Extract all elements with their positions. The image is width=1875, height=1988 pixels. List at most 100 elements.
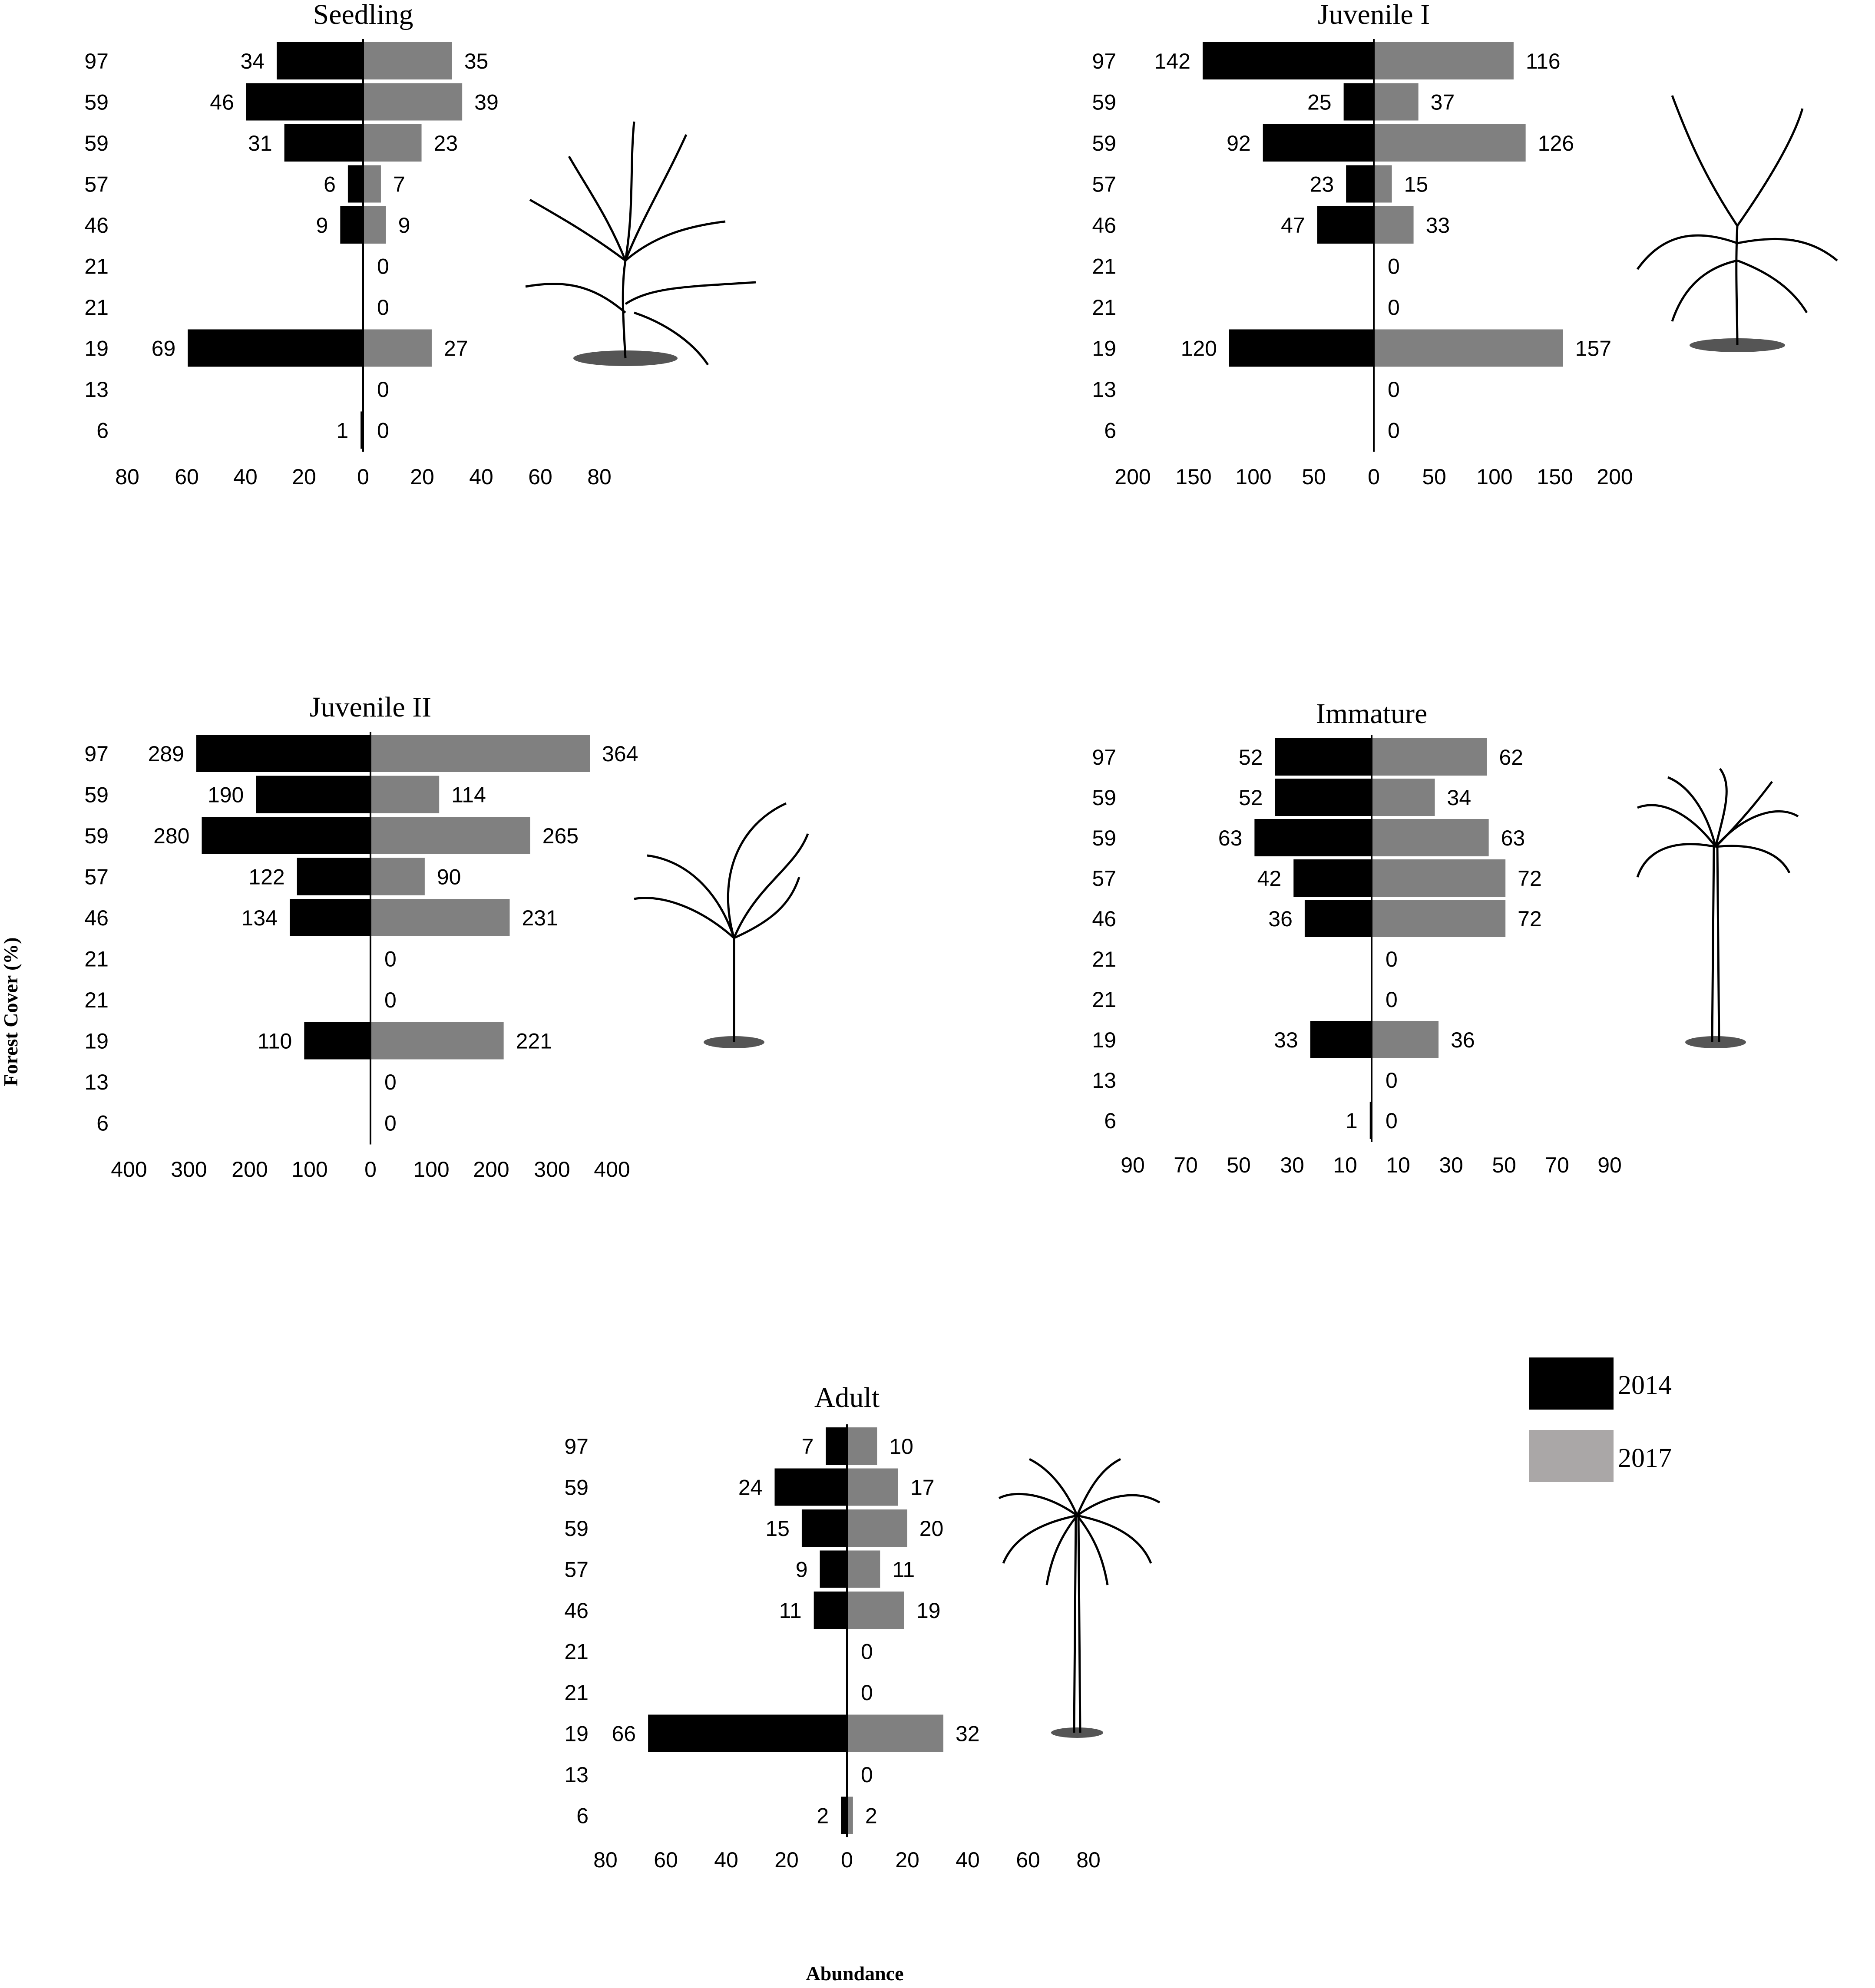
x-tick-label: 60 — [528, 465, 552, 489]
category-label: 97 — [1092, 745, 1116, 769]
data-label-2017: 32 — [956, 1722, 980, 1746]
category-label: 21 — [564, 1681, 589, 1705]
data-label-2014: 46 — [210, 90, 234, 115]
bar-2017 — [847, 1550, 880, 1588]
bar-2014 — [1263, 124, 1374, 162]
category-label: 59 — [84, 824, 109, 848]
data-label-2017: 114 — [451, 783, 486, 807]
data-label-2014: 42 — [1257, 866, 1282, 891]
data-label-2017: 20 — [919, 1516, 944, 1541]
bar-2014 — [841, 1796, 847, 1834]
data-label-2017: 0 — [377, 377, 389, 402]
bar-2014 — [340, 206, 363, 244]
x-tick-label: 80 — [587, 465, 612, 489]
data-label-2017: 15 — [1404, 172, 1429, 197]
x-tick-label: 30 — [1280, 1153, 1304, 1177]
bar-2014 — [1343, 83, 1374, 121]
bar-2017 — [1372, 819, 1489, 856]
data-label-2014: 1 — [336, 419, 348, 443]
data-label-2017: 72 — [1518, 907, 1542, 931]
category-label: 6 — [96, 419, 109, 443]
x-tick-label: 300 — [534, 1157, 570, 1182]
data-label-2017: 90 — [437, 865, 461, 889]
bar-2017 — [370, 735, 590, 772]
data-label-2017: 0 — [1388, 254, 1400, 279]
data-label-2017: 63 — [1501, 826, 1525, 850]
category-label: 59 — [564, 1476, 589, 1500]
x-tick-label: 100 — [291, 1157, 327, 1182]
bar-2017 — [1374, 206, 1414, 244]
data-label-2017: 23 — [434, 131, 458, 155]
bar-2017 — [1374, 124, 1526, 162]
bar-2017 — [1372, 859, 1506, 897]
chart-title: Immature — [1316, 698, 1428, 730]
data-label-2017: 0 — [1386, 1109, 1398, 1133]
data-label-2014: 7 — [802, 1434, 814, 1459]
bar-2014 — [1304, 900, 1372, 937]
data-label-2017: 0 — [377, 419, 389, 443]
data-label-2014: 69 — [152, 337, 176, 361]
data-label-2017: 0 — [861, 1763, 873, 1787]
chart-title: Seedling — [313, 0, 413, 30]
x-tick-label: 40 — [233, 465, 258, 489]
data-label-2017: 364 — [602, 742, 638, 766]
bar-2014 — [246, 83, 363, 121]
category-label: 6 — [96, 1111, 109, 1136]
bar-2014 — [202, 817, 370, 854]
category-label: 21 — [564, 1640, 589, 1664]
x-tick-label: 70 — [1174, 1153, 1198, 1177]
category-label: 46 — [1092, 213, 1116, 238]
category-label: 57 — [84, 865, 109, 889]
x-tick-label: 40 — [956, 1848, 980, 1872]
x-tick-label: 0 — [1368, 465, 1380, 489]
data-label-2017: 2 — [865, 1804, 877, 1828]
data-label-2014: 36 — [1268, 907, 1293, 931]
x-tick-label: 150 — [1175, 465, 1211, 489]
bar-2017 — [1374, 83, 1419, 121]
category-label: 6 — [1104, 419, 1116, 443]
bar-2014 — [820, 1550, 847, 1588]
x-tick-label: 0 — [841, 1848, 853, 1872]
chart-title: Juvenile I — [1318, 0, 1430, 30]
data-label-2017: 27 — [444, 337, 468, 361]
x-tick-label: 50 — [1302, 465, 1326, 489]
bar-2014 — [196, 735, 370, 772]
chart-panel-1: Seedling 97 34 35 59 46 39 59 31 23 57 6 7 46 9 9 21 0 21 0… — [84, 0, 611, 489]
category-label: 59 — [1092, 786, 1116, 810]
category-label: 21 — [1092, 254, 1116, 279]
bar-2014 — [304, 1022, 370, 1060]
x-tick-label: 80 — [115, 465, 139, 489]
x-tick-label: 50 — [1227, 1153, 1251, 1177]
x-tick-label: 20 — [895, 1848, 919, 1872]
data-label-2017: 0 — [377, 254, 389, 279]
bar-2017 — [363, 206, 386, 244]
category-label: 19 — [84, 337, 109, 361]
x-tick-label: 70 — [1545, 1153, 1569, 1177]
data-label-2017: 0 — [384, 1111, 397, 1136]
bar-2014 — [284, 124, 363, 162]
data-label-2014: 52 — [1239, 786, 1263, 810]
category-label: 59 — [564, 1516, 589, 1541]
data-label-2017: 0 — [384, 988, 397, 1012]
x-tick-label: 0 — [364, 1157, 377, 1182]
palm-immature-illustration — [1636, 768, 1799, 1048]
bar-2014 — [1275, 738, 1372, 776]
bar-2014 — [774, 1468, 847, 1506]
palm-juvenile-ii-illustration — [634, 802, 809, 1048]
category-label: 59 — [84, 783, 109, 807]
chart-panel-4: Immature 97 52 62 59 52 34 59 63 63 57 42 72 46 36 72 21… — [1092, 698, 1621, 1177]
x-tick-label: 90 — [1597, 1153, 1622, 1177]
category-label: 13 — [84, 1070, 109, 1094]
category-label: 19 — [84, 1029, 109, 1053]
bar-2014 — [1310, 1021, 1372, 1058]
bar-2014 — [290, 899, 370, 936]
data-label-2017: 0 — [1388, 419, 1400, 443]
bar-2014 — [360, 411, 363, 449]
bar-2014 — [1202, 42, 1374, 79]
legend-swatch-2017 — [1529, 1430, 1614, 1482]
data-label-2017: 34 — [1447, 786, 1472, 810]
data-label-2014: 25 — [1307, 90, 1332, 115]
data-label-2014: 1 — [1346, 1109, 1358, 1133]
category-label: 6 — [1104, 1109, 1116, 1133]
